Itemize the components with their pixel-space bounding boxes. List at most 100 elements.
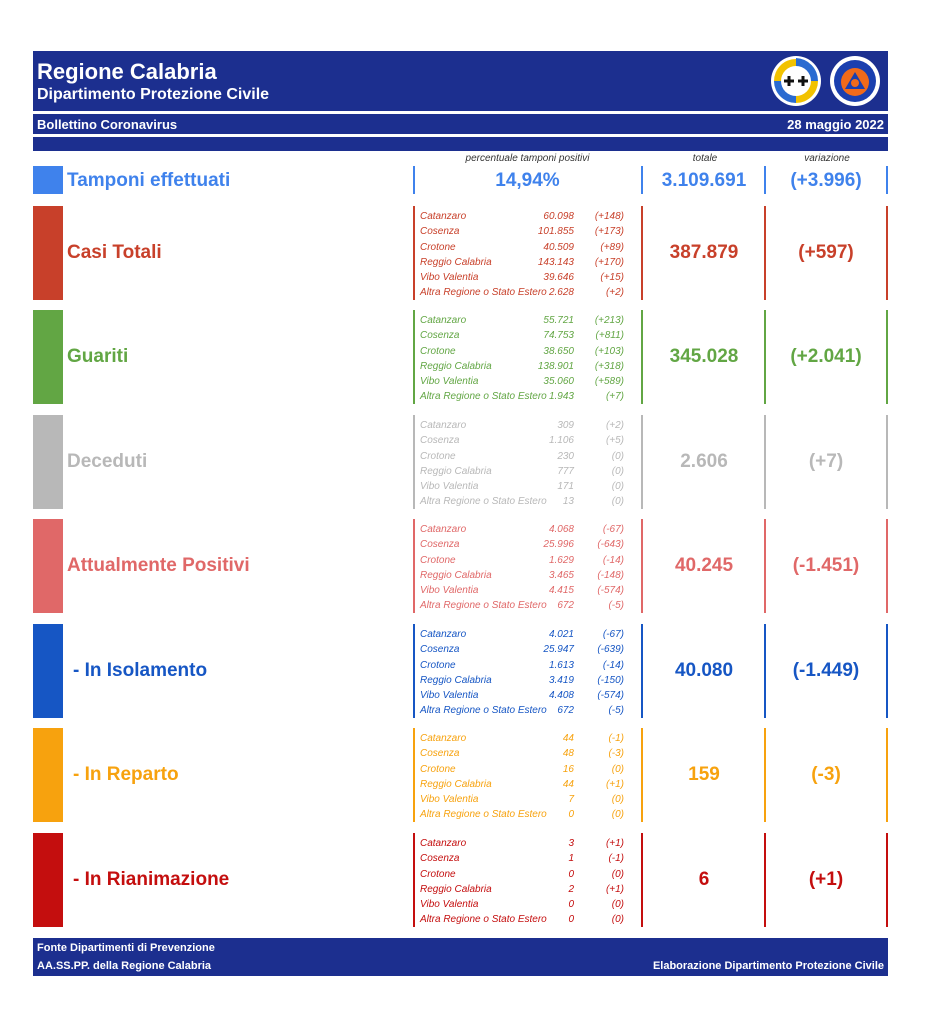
bulletin-bar: Bollettino Coronavirus 28 maggio 2022	[33, 114, 888, 134]
province-row: Cosenza 101.855 (+173)	[420, 224, 632, 239]
section: Guariti Catanzaro 55.721 (+213) Cosenza 74.75…	[33, 310, 888, 404]
province-table: Catanzaro 4.021 (-67) Cosenza 25.947 (-639) Cr…	[420, 627, 632, 719]
province-row: Crotone 0 (0)	[420, 867, 632, 882]
province-name: Reggio Calabria	[420, 256, 492, 268]
province-value: 309	[557, 420, 574, 431]
section-variation: (+597)	[798, 242, 854, 263]
section-total: 345.028	[669, 346, 739, 367]
province-value: 3.419	[548, 674, 574, 686]
province-variation: (+170)	[594, 256, 624, 268]
province-row: Vibo Valentia 7 (0)	[420, 792, 632, 807]
province-row: Crotone 16 (0)	[420, 762, 632, 777]
province-name: Crotone	[420, 868, 456, 880]
section-label: - In Isolamento	[73, 660, 208, 681]
province-name: Reggio Calabria	[420, 674, 492, 686]
header-divider	[33, 111, 888, 114]
section-total: 40.245	[674, 555, 734, 576]
section-label: - In Reparto	[73, 764, 179, 785]
bulletin-label: Bollettino Coronavirus	[37, 117, 178, 132]
section-total: 387.879	[669, 242, 739, 263]
province-value: 74.753	[543, 330, 574, 342]
province-name: Crotone	[420, 450, 456, 462]
province-variation: (-1)	[608, 733, 624, 744]
province-table: Catanzaro 55.721 (+213) Cosenza 74.753 (+811)…	[420, 313, 632, 405]
header-banner: Regione Calabria Dipartimento Protezione…	[33, 51, 888, 111]
divider	[413, 166, 415, 194]
province-variation: (-67)	[602, 629, 624, 640]
province-variation: (+1)	[605, 883, 624, 895]
divider	[886, 519, 888, 613]
section-total: 159	[688, 764, 720, 785]
protezione-civile-logo-icon	[830, 56, 880, 106]
province-name: Altra Regione o Stato Estero	[420, 705, 547, 717]
province-row: Altra Regione o Stato Estero 1.943 (+7)	[420, 389, 632, 404]
province-row: Vibo Valentia 171 (0)	[420, 479, 632, 494]
section-label: Guariti	[67, 346, 129, 367]
province-row: Crotone 1.613 (-14)	[420, 658, 632, 673]
province-value: 138.901	[537, 360, 574, 372]
province-name: Altra Regione o Stato Estero	[420, 914, 547, 926]
province-variation: (+2)	[605, 287, 624, 299]
divider	[641, 166, 643, 194]
province-value: 44	[562, 778, 574, 790]
province-name: Cosenza	[420, 330, 460, 342]
province-row: Crotone 1.629 (-14)	[420, 553, 632, 568]
province-variation: (+5)	[605, 435, 624, 447]
province-row: Reggio Calabria 138.901 (+318)	[420, 359, 632, 374]
province-table: Catanzaro 309 (+2) Cosenza 1.106 (+5) Crotone 2…	[420, 418, 632, 510]
province-row: Catanzaro 3 (+1)	[420, 836, 632, 851]
province-value: 1.629	[548, 554, 574, 566]
section: - In Isolamento Catanzaro 4.021 (-67) Cosenz…	[33, 624, 888, 718]
divider	[413, 519, 415, 613]
province-row: Cosenza 74.753 (+811)	[420, 328, 632, 343]
divider	[413, 833, 415, 927]
province-row: Altra Regione o Stato Estero 672 (-5)	[420, 703, 632, 718]
section-variation: (-1.451)	[792, 555, 860, 576]
divider	[886, 728, 888, 822]
province-row: Cosenza 48 (-3)	[420, 746, 632, 761]
province-variation: (-150)	[597, 674, 624, 686]
province-row: Cosenza 25.996 (-643)	[420, 537, 632, 552]
province-row: Altra Regione o Stato Estero 2.628 (+2)	[420, 285, 632, 300]
province-value: 672	[557, 705, 574, 717]
province-value: 143.143	[537, 256, 574, 268]
province-name: Reggio Calabria	[420, 883, 492, 895]
province-value: 7	[568, 794, 574, 806]
province-variation: (+15)	[600, 272, 624, 284]
province-name: Vibo Valentia	[420, 794, 479, 806]
province-name: Altra Regione o Stato Estero	[420, 600, 547, 612]
province-name: Vibo Valentia	[420, 899, 479, 911]
bulletin-date: 28 maggio 2022	[787, 117, 884, 132]
province-variation: (+213)	[594, 315, 624, 326]
divider	[764, 624, 766, 718]
province-value: 2	[568, 883, 574, 895]
province-variation: (+811)	[595, 330, 624, 342]
province-variation: (-148)	[597, 569, 624, 581]
province-variation: (-5)	[608, 705, 624, 717]
province-variation: (0)	[611, 809, 624, 821]
section-swatch	[33, 728, 63, 822]
section: - In Reparto Catanzaro 44 (-1) Cosenza 48 (-3)…	[33, 728, 888, 822]
province-variation: (+589)	[594, 376, 624, 388]
section-swatch	[33, 310, 63, 404]
divider	[764, 415, 766, 509]
section-total: 6	[698, 869, 710, 890]
province-row: Vibo Valentia 39.646 (+15)	[420, 270, 632, 285]
column-header-total: totale	[692, 153, 718, 164]
province-variation: (+1)	[605, 778, 624, 790]
province-variation: (-14)	[602, 554, 624, 566]
province-name: Cosenza	[420, 853, 460, 865]
province-name: Vibo Valentia	[420, 585, 479, 597]
province-value: 0	[568, 914, 574, 926]
header-strip	[33, 137, 888, 151]
province-value: 0	[568, 899, 574, 911]
section-swatch	[33, 519, 63, 613]
section-total: 40.080	[674, 660, 734, 681]
province-row: Reggio Calabria 44 (+1)	[420, 777, 632, 792]
footer-credit: Elaborazione Dipartimento Protezione Civ…	[652, 960, 884, 972]
province-variation: (-574)	[597, 690, 624, 702]
province-row: Vibo Valentia 35.060 (+589)	[420, 374, 632, 389]
province-value: 777	[557, 465, 574, 477]
section-label: Deceduti	[67, 451, 148, 472]
section-swatch	[33, 624, 63, 718]
